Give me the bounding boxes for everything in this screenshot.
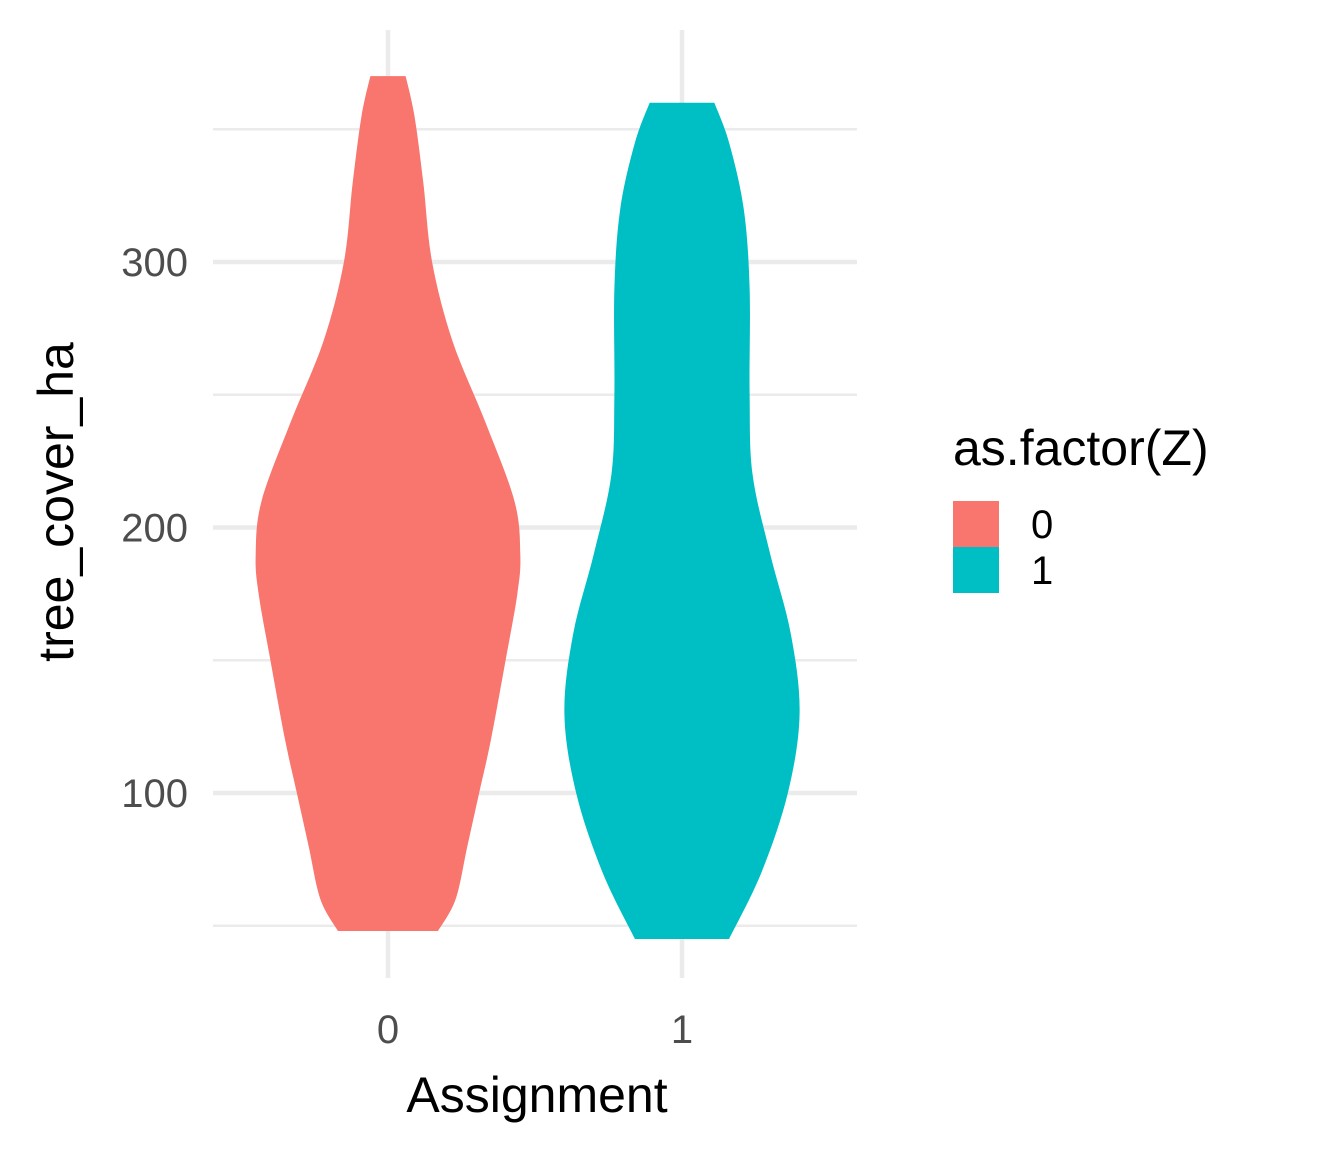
y-tick-label: 100	[121, 772, 188, 816]
y-axis-title: tree_cover_ha	[28, 342, 84, 662]
violins	[255, 76, 800, 940]
tick-labels: 100 200 300 0 1	[121, 241, 693, 1052]
legend-label-0: 0	[1031, 503, 1053, 547]
legend: as.factor(Z) 01	[953, 420, 1209, 593]
violin-group-1	[564, 102, 800, 940]
legend-key-0	[953, 501, 999, 547]
legend-entries: 01	[953, 501, 1053, 593]
legend-title: as.factor(Z)	[953, 420, 1209, 476]
x-tick-label: 0	[377, 1008, 399, 1052]
violin-group-0	[255, 76, 521, 932]
x-tick-label: 1	[671, 1008, 693, 1052]
legend-label-1: 1	[1031, 549, 1053, 593]
x-axis-title: Assignment	[406, 1067, 667, 1123]
y-tick-label: 300	[121, 241, 188, 285]
legend-key-1	[953, 547, 999, 593]
y-tick-label: 200	[121, 507, 188, 551]
